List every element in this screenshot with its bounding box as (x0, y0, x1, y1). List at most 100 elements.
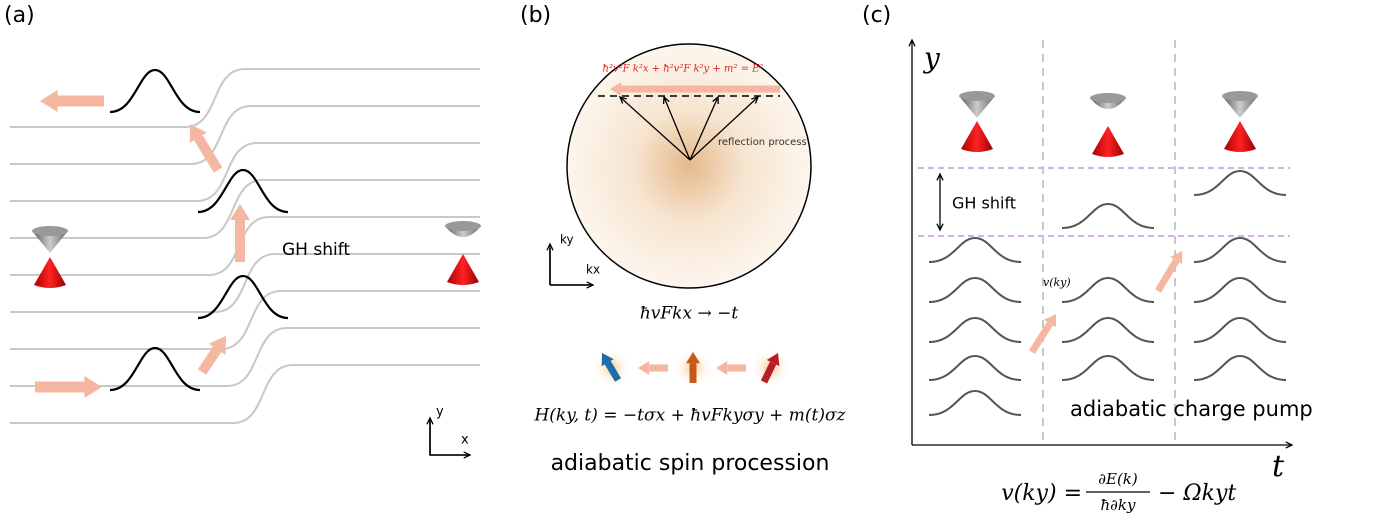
wave-packet (197, 168, 289, 214)
cone-rim (445, 221, 481, 231)
axes (549, 248, 590, 286)
formula: ħvFkx → −t (640, 304, 739, 324)
cone-bottom (34, 257, 66, 288)
trajectory (10, 290, 480, 350)
wave-packet (928, 389, 1022, 416)
cone-top (32, 231, 68, 253)
momentum-arrow (663, 96, 691, 161)
wave-packet (1193, 354, 1287, 381)
momentum-arrow-head (618, 96, 627, 104)
flow-arrow-head (84, 376, 102, 398)
axis-label: t (1272, 449, 1285, 484)
cone-top (959, 96, 995, 118)
flow-arrow-head (40, 90, 58, 112)
axis-label: x (461, 433, 469, 448)
wave-packet (109, 68, 201, 114)
flow-arrow-head (230, 204, 250, 220)
flow-arrow-head (638, 361, 650, 375)
momentum-arrow (619, 96, 691, 161)
trajectory (10, 253, 480, 313)
spin (760, 361, 777, 384)
flow-arrow-head (1044, 314, 1056, 328)
flow-arrow-head (208, 336, 226, 355)
caption: adiabatic spin procession (551, 451, 830, 476)
caption: adiabatic charge pump (1070, 397, 1313, 421)
axis-head (463, 451, 472, 459)
trajectory (10, 327, 480, 387)
annotation: v(ky) (1043, 276, 1071, 289)
momentum-arrow-head (712, 95, 719, 105)
flow-arrow-head (189, 124, 207, 143)
cone-bottom (1224, 121, 1256, 152)
wave-packet (1061, 354, 1155, 381)
trajectory (10, 179, 480, 239)
formula: v(ky) = (1001, 481, 1082, 506)
formula: ħ²v²F k²x + ħ²v²F k²y + m² = E² (603, 64, 764, 75)
annotation: reflection process (718, 137, 807, 148)
axis-head (908, 38, 916, 47)
formula: H(ky, t) = −tσx + ħvFkyσy + m(t)σz (533, 406, 846, 426)
momentum-arrow-head (662, 95, 670, 105)
flow-arrow-head (610, 82, 622, 96)
spin (604, 360, 622, 382)
wave-packet (928, 236, 1022, 263)
wave-packet (928, 354, 1022, 381)
spin-head (766, 353, 780, 367)
trajectory (10, 364, 480, 424)
momentum-arrow-head (751, 95, 760, 104)
axis-label: y (922, 42, 941, 75)
wave-packet (1061, 276, 1155, 303)
flow-arrow (197, 346, 222, 375)
formula: ∂E(k) (1098, 470, 1138, 488)
wave-packet (1193, 276, 1287, 303)
cone-bottom (447, 254, 479, 285)
axis-label: y (436, 405, 444, 420)
decoration (10, 38, 1294, 459)
panel-label: (b) (520, 3, 551, 28)
shift-arrow-head (936, 223, 944, 232)
formula: ħ∂ky (1101, 496, 1137, 514)
spin-head (601, 353, 614, 367)
flow-arrow-head (1170, 251, 1183, 265)
wave-packet (928, 316, 1022, 343)
trajectory (10, 105, 480, 165)
momentum-arrow (689, 96, 759, 161)
cone-rim (1090, 93, 1126, 103)
wave-packet (1193, 169, 1287, 196)
momentum-arrow (689, 96, 719, 161)
flow-arrow-head (716, 361, 728, 375)
cone-bottom (961, 121, 993, 152)
axis-label: ky (560, 233, 574, 247)
wave-packet (1061, 316, 1155, 343)
trajectory (10, 142, 480, 202)
spin-head (686, 352, 700, 364)
axis-head (546, 242, 554, 251)
wave-packet (197, 274, 289, 320)
axis-head (586, 281, 595, 289)
flow-arrow (194, 135, 223, 173)
flow-arrow (1154, 258, 1180, 293)
fermi-disk (566, 43, 812, 289)
wave-packet (1193, 236, 1287, 263)
cone-rim (1222, 91, 1258, 101)
cone-bottom (1092, 126, 1124, 157)
flow-arrow (1029, 321, 1053, 354)
cone-rim (32, 226, 68, 236)
annotation: GH shift (282, 240, 350, 260)
cone-rim (959, 91, 995, 101)
formula: − Ωkyt (1158, 481, 1236, 506)
shift-arrow-head (936, 172, 944, 181)
wave-packet (928, 276, 1022, 303)
axis-label: kx (586, 263, 600, 277)
wave-packet (109, 346, 201, 392)
annotation: GH shift (952, 194, 1016, 213)
cone-top (1222, 96, 1258, 118)
axis-head (1285, 441, 1294, 449)
axis-head (426, 416, 434, 425)
wave-packet (1193, 316, 1287, 343)
panel-label: (c) (862, 3, 891, 28)
wave-packet (1061, 202, 1155, 229)
panel-label: (a) (4, 3, 35, 28)
